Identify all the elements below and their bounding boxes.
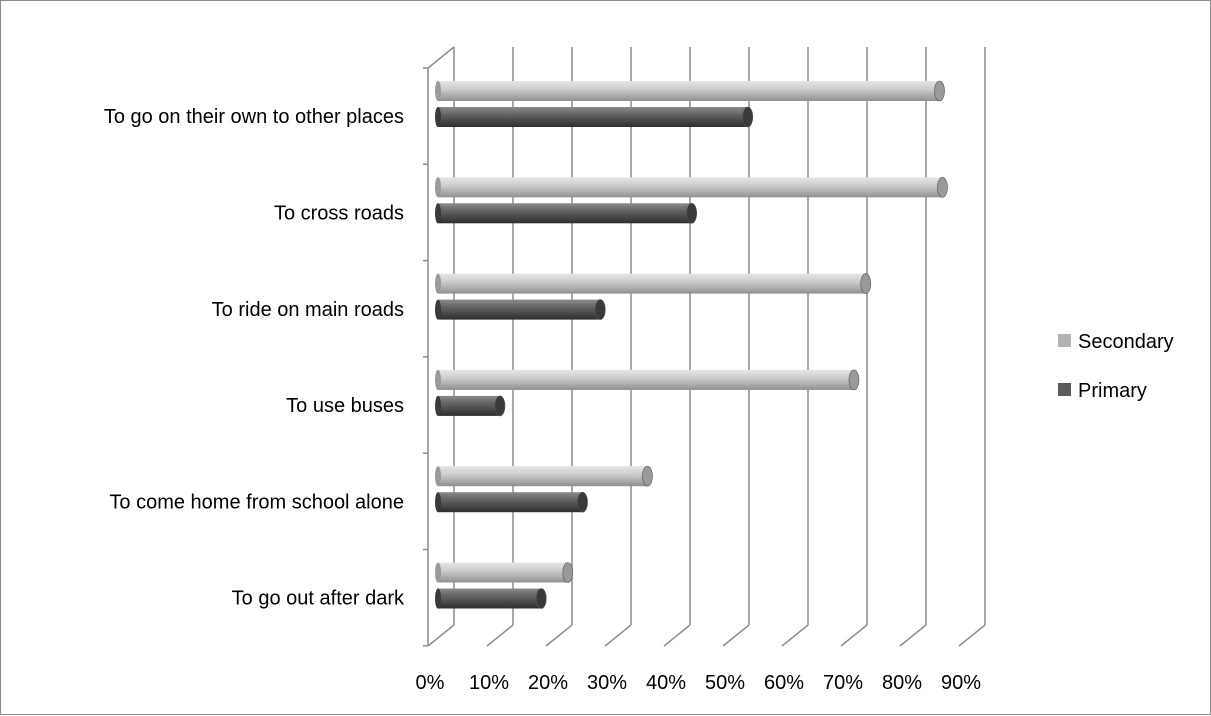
category-axis — [423, 46, 455, 647]
x-tick-label: 0% — [416, 672, 445, 694]
gridline — [722, 47, 750, 647]
gridline — [604, 47, 632, 647]
bar-secondary — [435, 273, 872, 294]
bar-primary — [435, 299, 606, 320]
legend-item-primary: Primary — [1058, 380, 1147, 402]
gridline — [781, 47, 809, 647]
gridline — [958, 47, 986, 647]
bar-secondary — [435, 369, 860, 391]
x-tick-label: 20% — [528, 672, 568, 694]
legend-swatch — [1058, 383, 1071, 396]
category-label: To go on their own to other places — [104, 106, 404, 128]
category-label: To cross roads — [274, 202, 404, 224]
category-label: To go out after dark — [232, 588, 405, 610]
gridline — [427, 47, 455, 647]
x-tick-label: 70% — [823, 672, 863, 694]
bar-secondary — [435, 177, 948, 198]
gridline — [545, 47, 573, 647]
x-tick-label: 50% — [705, 672, 745, 694]
category-label: To use buses — [286, 395, 404, 417]
bar-primary — [435, 491, 588, 513]
legend-label: Secondary — [1078, 331, 1174, 353]
bar-primary — [435, 588, 547, 609]
legend-label: Primary — [1078, 380, 1147, 402]
legend-swatch — [1058, 334, 1071, 347]
gridline — [663, 47, 691, 647]
legend: Secondary Primary — [1058, 331, 1174, 402]
bar-primary — [435, 395, 506, 417]
gridlines — [427, 47, 986, 647]
gridline — [486, 47, 514, 647]
bar-primary — [435, 203, 698, 224]
bar-secondary — [435, 80, 945, 102]
axis-depth-line — [427, 46, 455, 69]
x-tick-label: 80% — [882, 672, 922, 694]
x-tick-label: 90% — [941, 672, 981, 694]
x-axis-tick-labels: 0% 10% 20% 30% 40% 50% 60% 70% 80% 90% — [416, 672, 982, 694]
category-label: To ride on main roads — [212, 299, 404, 321]
x-tick-label: 60% — [764, 672, 804, 694]
legend-item-secondary: Secondary — [1058, 331, 1174, 353]
gridline — [840, 47, 868, 647]
bar-secondary — [435, 562, 574, 583]
bar-primary — [435, 106, 754, 128]
category-labels: To go on their own to other places To cro… — [104, 106, 405, 610]
x-tick-label: 10% — [469, 672, 509, 694]
bars — [435, 80, 948, 609]
category-label: To come home from school alone — [109, 491, 404, 513]
bar-secondary — [435, 465, 653, 487]
x-tick-label: 40% — [646, 672, 686, 694]
gridline — [899, 47, 927, 647]
x-tick-label: 30% — [587, 672, 627, 694]
